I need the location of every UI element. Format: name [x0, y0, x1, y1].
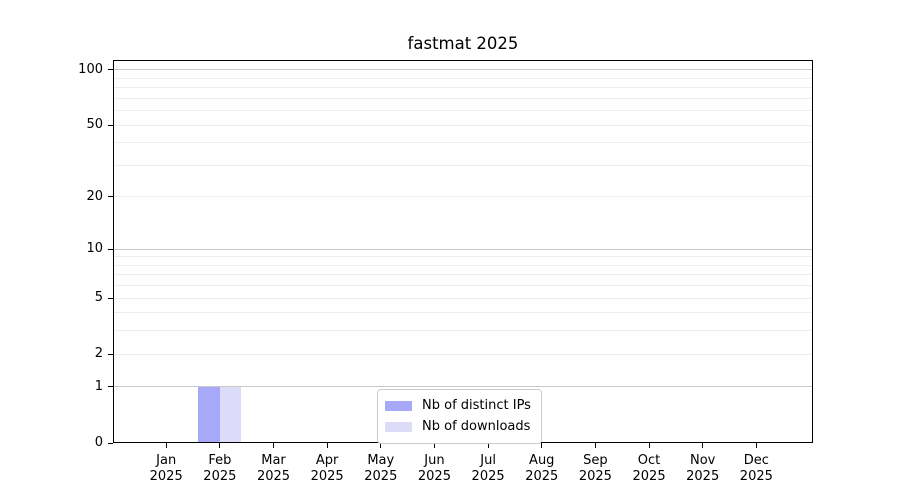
- legend-swatch-distinct-ips: [385, 400, 412, 411]
- x-tick-label: Sep 2025: [578, 453, 612, 484]
- y-tick-label: 0: [94, 435, 103, 450]
- x-tick-mark: [273, 443, 274, 448]
- x-tick-label: Jun 2025: [417, 453, 451, 484]
- x-tick-label: Apr 2025: [310, 453, 344, 484]
- legend-swatch-downloads: [385, 421, 412, 432]
- x-tick-label: Nov 2025: [686, 453, 720, 484]
- y-tick-label: 1: [94, 378, 103, 394]
- legend-label-downloads: Nb of downloads: [422, 419, 531, 434]
- legend-item: Nb of distinct IPs: [385, 395, 533, 416]
- x-tick-mark: [594, 443, 596, 448]
- x-tick-label: Jul 2025: [471, 453, 505, 484]
- x-tick-mark: [165, 443, 167, 448]
- y-tick-label: 100: [78, 61, 103, 77]
- x-tick-mark: [702, 443, 704, 448]
- x-tick-mark: [755, 443, 757, 448]
- x-tick-label: Jan 2025: [149, 453, 183, 484]
- y-tick-label: 10: [86, 241, 103, 257]
- x-tick-label: Oct 2025: [632, 453, 666, 484]
- x-tick-mark: [326, 443, 328, 448]
- x-tick-label: Feb 2025: [203, 453, 237, 484]
- chart-title: fastmat 2025: [407, 34, 519, 53]
- x-tick-mark: [648, 443, 650, 448]
- x-tick-mark: [541, 443, 543, 448]
- y-tick-label: 20: [86, 188, 103, 204]
- x-tick-label: Aug 2025: [525, 453, 559, 484]
- y-tick-label: 5: [94, 290, 103, 306]
- y-tick-label: 50: [86, 117, 103, 133]
- legend-item: Nb of downloads: [385, 416, 533, 437]
- legend-label-distinct-ips: Nb of distinct IPs: [422, 398, 531, 413]
- x-tick-label: Dec 2025: [739, 453, 773, 484]
- plot-area: [113, 60, 813, 443]
- x-tick-mark: [219, 443, 221, 448]
- y-tick-label: 2: [94, 346, 103, 362]
- x-tick-label: Mar 2025: [256, 453, 291, 484]
- x-tick-label: May 2025: [364, 453, 398, 484]
- legend: Nb of distinct IPs Nb of downloads: [377, 389, 542, 444]
